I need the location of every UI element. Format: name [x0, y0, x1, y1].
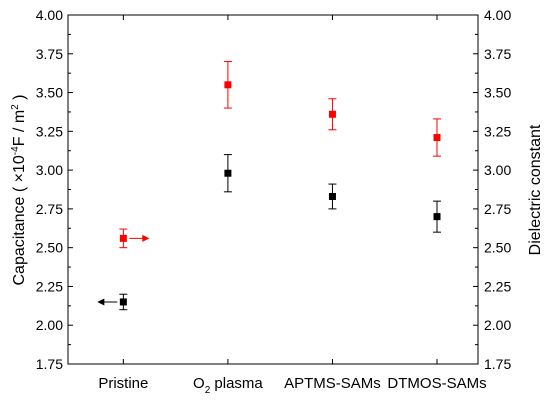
y-right-tick-label: 4.00	[484, 7, 511, 23]
y-left-tick-label: 3.50	[36, 85, 63, 101]
y-right-tick-label: 2.00	[484, 317, 511, 333]
y-right-tick-label: 1.75	[484, 356, 511, 372]
y-right-tick-label: 2.75	[484, 201, 511, 217]
x-category-label: Pristine	[98, 375, 148, 392]
o2-subscript: 2	[205, 385, 211, 396]
y-left-tick-label: 3.75	[36, 46, 63, 62]
y-right-tick-label: 3.75	[484, 46, 511, 62]
y-left-tick-label: 2.50	[36, 240, 63, 256]
y-right-tick-label: 3.50	[484, 85, 511, 101]
category-text: plasma	[210, 375, 263, 392]
y-right-tick-label: 3.00	[484, 162, 511, 178]
data-point-marker	[119, 298, 127, 306]
x-category-label: O2 plasma	[193, 375, 263, 396]
axis-pointer-arrowhead	[97, 298, 105, 306]
data-point-marker	[433, 134, 441, 142]
y-left-tick-label: 2.75	[36, 201, 63, 217]
y-right-tick-label: 3.25	[484, 123, 511, 139]
x-category-label: DTMOS-SAMs	[387, 375, 486, 392]
o2-prefix: O	[193, 375, 205, 392]
x-category-label: APTMS-SAMs	[284, 375, 381, 392]
y-right-tick-label: 2.50	[484, 240, 511, 256]
y-right-axis-title: Dielectric constant	[527, 124, 544, 255]
data-point-marker	[224, 81, 232, 89]
data-point-marker	[433, 213, 441, 221]
y-left-axis-title: Capacitance ( ×10-4F / m2 )	[10, 95, 28, 286]
x-axis-ticks: Pristine O2 plasma APTMS-SAMs DTMOS-SAMs	[98, 15, 487, 396]
data-point-marker	[328, 192, 336, 200]
data-point-marker	[328, 110, 336, 118]
y-left-tick-label: 3.00	[36, 162, 63, 178]
plot-frame	[67, 14, 479, 365]
left-axis-ticks: 1.75 2.00 2.25 2.50 2.75 3.00 3.25 3.50 3.75 4.00	[36, 7, 73, 372]
y-left-tick-label: 3.25	[36, 123, 63, 139]
y-right-tick-label: 2.25	[484, 278, 511, 294]
y-left-tick-label: 4.00	[36, 7, 63, 23]
right-axis-ticks: 1.75 2.00 2.25 2.50 2.75 3.00 3.25 3.50 3.75 4.00	[473, 7, 511, 372]
axis-pointer-arrowhead	[142, 234, 150, 242]
data-points	[97, 61, 441, 311]
y-left-tick-label: 2.00	[36, 317, 63, 333]
y-left-tick-label: 2.25	[36, 278, 63, 294]
data-point-marker	[224, 169, 232, 177]
y-left-tick-label: 1.75	[36, 356, 63, 372]
data-point-marker	[119, 234, 127, 242]
